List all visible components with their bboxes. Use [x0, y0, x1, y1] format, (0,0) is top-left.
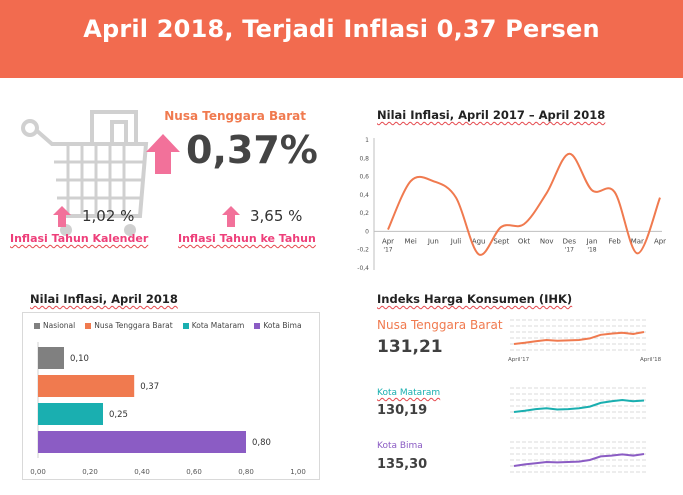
shopping-cart-icon: [21, 110, 149, 236]
line-chart-title: Nilai Inflasi, April 2017 – April 2018: [377, 108, 606, 122]
x-tick-label: 0,80: [238, 468, 254, 476]
x-tick-label: Jun: [427, 237, 439, 245]
page-title: April 2018, Terjadi Inflasi 0,37 Persen: [83, 15, 600, 43]
x-tick-label: 0,60: [186, 468, 202, 476]
bar-value-label: 0,25: [109, 410, 128, 420]
y-tick-label: -0,2: [357, 247, 369, 254]
x-tick-label: 0,20: [82, 468, 98, 476]
y-tick-label: 0,2: [359, 210, 369, 217]
legend-item-bima: Kota Bima: [254, 321, 302, 330]
x-tick-label: 0,00: [30, 468, 46, 476]
ihk-bima-name: Kota Bima: [377, 441, 423, 451]
y-tick-label: -0,4: [357, 265, 369, 272]
up-arrow-icon: [146, 134, 180, 174]
calendar-inflation-value: 1,02 %: [82, 207, 135, 225]
legend-item-mataram: Kota Mataram: [182, 321, 245, 330]
ihk-mataram-name: Kota Mataram: [377, 388, 441, 398]
x-tick-label: Juli: [450, 237, 461, 245]
ihk-ntb-sparkline: [510, 319, 648, 351]
y-tick-label: 0,8: [359, 155, 369, 162]
headline-region: Nusa Tenggara Barat: [164, 109, 306, 123]
x-tick-label: 1,00: [290, 468, 306, 476]
x-tick-label: Des: [563, 237, 577, 245]
bar-2: [38, 375, 135, 397]
bar-4: [38, 431, 246, 453]
legend-label: Nasional: [43, 321, 76, 330]
x-tick-label: Feb: [608, 237, 621, 245]
legend-swatch: [254, 322, 261, 329]
bar-chart-title: Nilai Inflasi, April 2018: [30, 292, 178, 306]
legend-label: Kota Mataram: [191, 321, 245, 330]
legend-label: Kota Bima: [263, 321, 302, 330]
x-tick-label: Apr: [382, 237, 394, 245]
ihk-mataram-sparkline: [510, 387, 648, 419]
bar-chart-frame: [22, 312, 320, 480]
ihk-end-label: April'18: [640, 357, 662, 363]
ihk-start-label: April'17: [508, 357, 530, 363]
x-tick-label: Mei: [405, 237, 417, 245]
sparkline-series: [513, 398, 645, 413]
calendar-inflation-label: Inflasi Tahun Kalender: [10, 232, 149, 245]
x-tick-label: Nov: [540, 237, 554, 245]
y-tick-label: 1: [365, 137, 369, 144]
x-tick-label: 0,40: [134, 468, 150, 476]
x-tick-label: Agu: [472, 237, 486, 245]
ihk-mataram-value: 130,19: [377, 403, 428, 418]
x-tick-sublabel: '17: [383, 246, 392, 253]
yoy-inflation-label: Inflasi Tahun ke Tahun: [178, 232, 316, 245]
ihk-bima-sparkline: [510, 441, 648, 473]
y-tick-label: 0,6: [359, 174, 369, 181]
ihk-ntb-name: Nusa Tenggara Barat: [377, 318, 503, 332]
header-banner: April 2018, Terjadi Inflasi 0,37 Persen: [0, 0, 683, 78]
x-tick-sublabel: '18: [587, 246, 596, 253]
x-tick-label: Okt: [518, 237, 531, 245]
y-tick-label: 0,4: [359, 192, 369, 199]
legend-label: Nusa Tenggara Barat: [94, 321, 173, 330]
bar-3: [38, 403, 103, 425]
ihk-ntb-value: 131,21: [377, 337, 443, 357]
y-tick-label: 0: [365, 228, 369, 235]
headline-inflation-value: 0,37%: [186, 128, 318, 172]
legend-swatch: [85, 322, 92, 329]
legend-item-ntb: Nusa Tenggara Barat: [85, 321, 173, 330]
yoy-inflation-value: 3,65 %: [250, 207, 303, 225]
ihk-title: Indeks Harga Konsumen (IHK): [377, 292, 573, 306]
up-arrow-icon: [222, 206, 240, 227]
up-arrow-icon: [53, 206, 71, 227]
bar-1: [38, 347, 64, 369]
legend-swatch: [34, 322, 40, 329]
sparkline-series: [513, 453, 645, 467]
ihk-bima-value: 135,30: [377, 457, 428, 472]
x-tick-sublabel: '17: [565, 246, 574, 253]
sparkline-series: [513, 331, 645, 345]
x-tick-label: Mar: [631, 237, 644, 245]
legend-item-nasional: Nasional: [34, 321, 75, 330]
bar-chart: 0,10 0,37 0,25 0,80 0,00 0,20 0,40 0,60 0,80 1,00: [30, 342, 306, 476]
x-tick-label: Sept: [493, 237, 509, 245]
bar-value-label: 0,80: [252, 438, 271, 448]
bar-value-label: 0,37: [140, 382, 159, 392]
bar-chart-legend: Nasional Nusa Tenggara Barat Kota Matara…: [34, 321, 302, 330]
legend-swatch: [182, 322, 189, 329]
x-tick-label: Jan: [586, 237, 598, 245]
bar-value-label: 0,10: [70, 354, 89, 364]
x-tick-label: Apr: [654, 237, 666, 245]
